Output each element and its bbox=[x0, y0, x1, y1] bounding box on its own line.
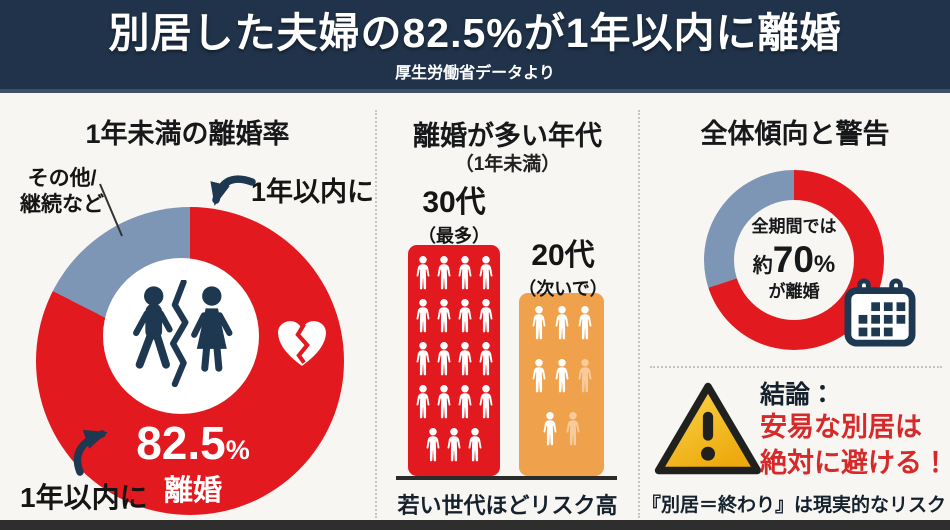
person-icon bbox=[477, 252, 495, 293]
age-bar bbox=[519, 293, 604, 476]
pie-panel-title: 1年未満の離婚率 bbox=[85, 119, 290, 149]
conclusion-line-1: 安易な別居は bbox=[760, 412, 922, 442]
conclusion-line-2: 絶対に避ける！ bbox=[760, 447, 949, 478]
person-icon bbox=[553, 302, 571, 343]
broken-heart-icon bbox=[278, 321, 326, 366]
divorced-couple-icon bbox=[133, 279, 233, 387]
ages-panel-caption: 若い世代ほどリスク高 bbox=[397, 493, 618, 518]
person-icon bbox=[477, 381, 495, 422]
pie-other-slice-label: その他/ 継続など bbox=[20, 167, 104, 216]
person-icon bbox=[456, 381, 474, 422]
warning-section-divider bbox=[650, 366, 942, 368]
arrow-top-icon bbox=[210, 175, 256, 206]
overall-panel-title: 全体傾向と警告 bbox=[700, 119, 890, 149]
person-icon bbox=[424, 424, 442, 465]
donut-center-text: 全期間では 約70% が離婚 bbox=[751, 217, 837, 302]
ages-panel-title: 離婚が多い年代 bbox=[413, 121, 602, 151]
page-subtitle: 厚生労働省データより bbox=[395, 65, 555, 83]
panel-divider-right bbox=[638, 110, 640, 518]
bar-chart-baseline bbox=[396, 476, 617, 480]
pie-center-caption: 離婚 bbox=[163, 475, 222, 507]
warning-triangle-icon bbox=[654, 382, 762, 475]
person-icon bbox=[553, 355, 571, 396]
bar-label-20s: 20代 （次いで） bbox=[518, 239, 608, 299]
person-icon bbox=[541, 408, 559, 449]
person-icon bbox=[576, 302, 594, 343]
bottom-frame-bar bbox=[0, 520, 950, 530]
person-icon bbox=[435, 252, 453, 293]
person-icon bbox=[530, 302, 548, 343]
donut-hole bbox=[734, 200, 854, 320]
person-icon bbox=[435, 338, 453, 379]
overall-panel-caption: 『別居＝終わり』は現実的なリスク bbox=[641, 495, 946, 516]
bar-label-30s: 30代 （最多） bbox=[418, 186, 490, 246]
age-bar bbox=[408, 245, 500, 476]
pie-red-slice-label-bottom: 1年以内に bbox=[20, 482, 148, 513]
person-icon bbox=[414, 381, 432, 422]
person-icon bbox=[414, 252, 432, 293]
panel-divider-left bbox=[375, 110, 377, 518]
calendar-icon bbox=[844, 278, 916, 347]
person-icon bbox=[456, 295, 474, 336]
person-icon bbox=[445, 424, 463, 465]
conclusion-block: 結論： 安易な別居は 絶対に避ける！ bbox=[760, 380, 950, 481]
conclusion-label: 結論： bbox=[760, 381, 836, 409]
person-icon bbox=[466, 424, 484, 465]
person-icon bbox=[576, 355, 594, 396]
person-icon bbox=[530, 355, 548, 396]
person-icon bbox=[414, 338, 432, 379]
person-icon bbox=[456, 252, 474, 293]
person-icon bbox=[414, 295, 432, 336]
pie-center-value: 82.5% bbox=[136, 417, 250, 469]
ages-panel-subtitle: （1年未満） bbox=[454, 154, 561, 175]
person-icon bbox=[435, 381, 453, 422]
person-grid bbox=[519, 302, 604, 449]
header-banner: 別居した夫婦の82.5%が1年以内に離婚 厚生労働省データより bbox=[0, 0, 950, 93]
person-grid bbox=[408, 252, 500, 465]
person-icon bbox=[477, 338, 495, 379]
person-icon bbox=[564, 408, 582, 449]
pie-red-slice-label-top: 1年以内に bbox=[251, 177, 375, 207]
person-icon bbox=[456, 338, 474, 379]
page-title: 別居した夫婦の82.5%が1年以内に離婚 bbox=[108, 10, 842, 56]
pie-center-illustration bbox=[103, 258, 259, 414]
person-icon bbox=[435, 295, 453, 336]
person-icon bbox=[477, 295, 495, 336]
